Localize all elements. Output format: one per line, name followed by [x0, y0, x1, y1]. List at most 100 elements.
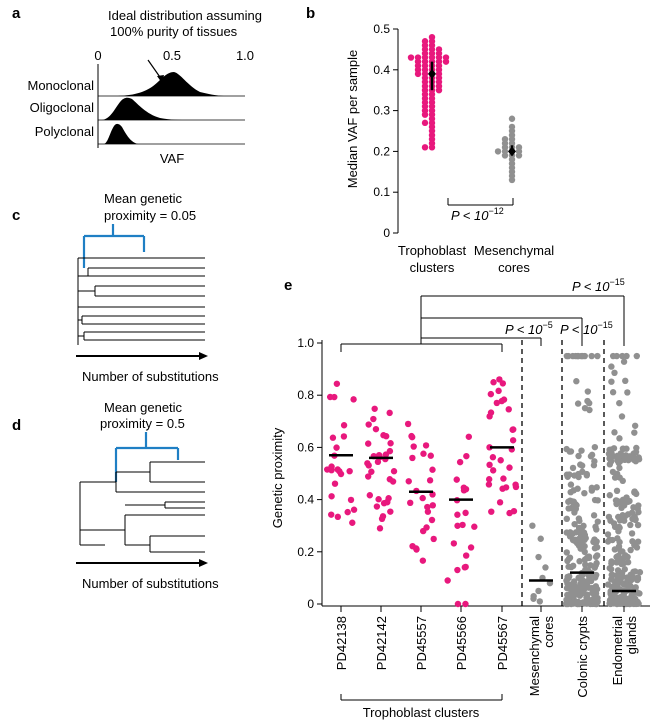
trophoblast-point: [409, 454, 416, 462]
trophoblast-point: [487, 390, 495, 398]
density-monoclonal: [118, 72, 226, 96]
grey-point: [535, 553, 542, 561]
trophoblast-point: [487, 409, 495, 416]
grey-point: [627, 521, 634, 529]
trophoblast-point: [435, 87, 443, 94]
panel-e-ytick-label: 0: [307, 597, 314, 611]
trophoblast-point: [412, 545, 420, 552]
trophoblast-point: [486, 461, 493, 469]
grey-point: [582, 534, 589, 542]
trophoblast-point: [373, 503, 381, 510]
grey-point: [589, 597, 596, 604]
grey-point: [604, 531, 612, 538]
trophoblast-point: [429, 466, 436, 473]
grey-point: [590, 512, 598, 519]
panel-e-category-label: PD45567: [495, 616, 510, 670]
grey-point: [563, 445, 570, 453]
grey-point: [583, 470, 590, 478]
trophoblast-point: [374, 458, 382, 466]
trophoblast-point: [366, 492, 374, 499]
trophoblast-point: [423, 524, 430, 531]
trophoblast-point: [421, 144, 429, 151]
trophoblast-point: [421, 119, 429, 127]
trophoblast-point: [495, 387, 502, 395]
trophoblast-point: [485, 481, 493, 488]
grey-point: [591, 545, 599, 552]
grey-point: [578, 528, 585, 536]
grey-point: [574, 598, 581, 606]
grey-point: [576, 535, 583, 542]
grey-point: [571, 520, 578, 528]
panel-b-cat2-line2: cores: [498, 260, 530, 275]
trophoblast-point: [404, 420, 412, 428]
grey-point: [624, 389, 631, 396]
grey-point: [636, 569, 644, 576]
trophoblast-point: [390, 468, 398, 475]
grey-point: [615, 544, 623, 551]
grey-point: [617, 556, 624, 563]
grey-point: [536, 598, 544, 605]
panel-e-category-label: PD45566: [454, 616, 469, 670]
trophoblast-point: [387, 508, 394, 515]
panel-e-category-label: Colonic crypts: [575, 616, 590, 698]
trophoblast-point: [461, 564, 469, 571]
trophoblast-point: [370, 415, 377, 423]
panel-b-cat1-line2: clusters: [410, 260, 455, 275]
panel-e-ytick-label: 0.8: [297, 388, 314, 402]
grey-point: [622, 377, 629, 385]
grey-point: [634, 521, 642, 529]
trophoblast-point: [489, 467, 497, 474]
trophoblast-point: [512, 483, 520, 491]
trophoblast-point: [493, 399, 501, 407]
trophoblast-point: [498, 397, 505, 405]
grey-point: [584, 388, 592, 395]
panel-b-median: [508, 146, 516, 157]
trophoblast-point: [496, 499, 504, 506]
grey-point: [592, 553, 600, 561]
grey-point: [611, 474, 619, 481]
grey-point: [616, 399, 623, 407]
trophoblast-point: [499, 380, 507, 387]
trophoblast-point: [380, 432, 387, 439]
grey-point: [563, 549, 570, 556]
panel-c: c Mean genetic proximity = 0.05: [12, 191, 219, 384]
trophoblast-point: [462, 552, 470, 559]
grey-point: [635, 600, 642, 607]
trophoblast-point: [365, 440, 372, 447]
panel-a-tick-1: 0.5: [163, 48, 181, 63]
trophoblast-point: [430, 535, 437, 543]
grey-point: [585, 584, 592, 591]
trophoblast-point: [424, 503, 431, 511]
grey-point: [631, 488, 638, 495]
grey-point: [634, 574, 642, 581]
panel-e-pvalue-2: P < 10−15: [560, 320, 613, 337]
trophoblast-point: [465, 433, 473, 440]
panel-a-tick-2: 1.0: [236, 48, 254, 63]
grey-point: [588, 451, 596, 459]
panel-d-arrowhead: [199, 559, 208, 567]
trophoblast-point: [454, 511, 461, 518]
grey-point: [564, 473, 571, 480]
panel-e-ytick-label: 0.2: [297, 545, 314, 559]
grey-point: [578, 447, 585, 454]
grey-point: [619, 496, 627, 504]
grey-point: [616, 464, 623, 472]
grey-point: [620, 445, 627, 453]
trophoblast-point: [340, 422, 348, 429]
grey-point: [591, 536, 598, 543]
trophoblast-point: [426, 477, 434, 484]
grey-point: [632, 595, 639, 602]
trophoblast-point: [422, 442, 430, 449]
trophoblast-point: [509, 426, 516, 433]
trophoblast-point: [387, 440, 394, 447]
grey-point: [616, 458, 624, 465]
panel-e-ytick-label: 0.4: [297, 493, 314, 507]
grey-point: [576, 558, 583, 565]
grey-point: [632, 516, 639, 524]
grey-point: [580, 522, 587, 530]
trophoblast-point: [486, 444, 493, 451]
trophoblast-point: [386, 409, 393, 417]
grey-point: [633, 444, 640, 452]
panel-a-xlabel: VAF: [160, 151, 184, 166]
grey-point: [606, 536, 613, 543]
